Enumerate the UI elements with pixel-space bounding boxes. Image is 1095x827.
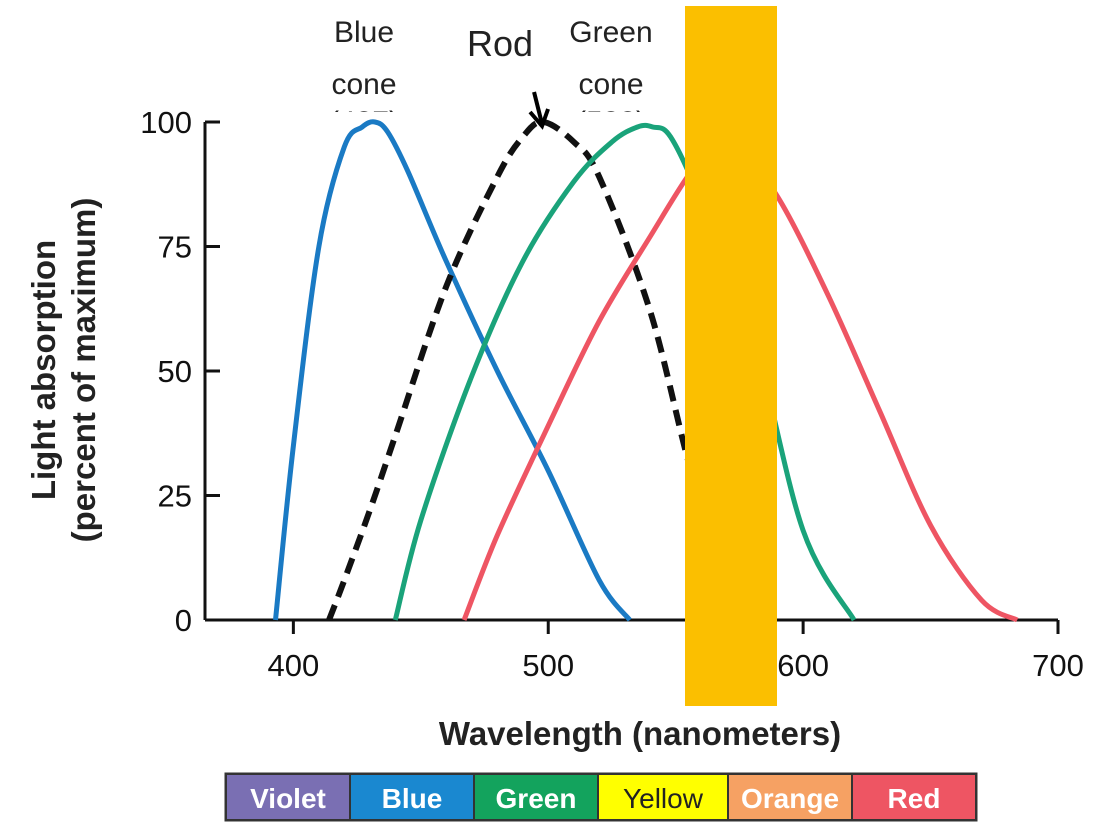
spectrum-swatch-yellow <box>597 773 729 821</box>
spectrum-label-violet: Violet <box>250 783 326 814</box>
spectrum-label-yellow: Yellow <box>623 783 704 814</box>
series-line-blue <box>273 119 632 622</box>
rod-arrow-head <box>528 108 550 130</box>
y-tick-label: 75 <box>158 230 192 265</box>
spectrum-label-green: Green <box>496 783 577 814</box>
x-tick-label: 400 <box>267 648 319 683</box>
series-label-blue: Blue <box>334 16 394 49</box>
spectrum-label-orange: Orange <box>741 783 839 814</box>
x-tick-label: 600 <box>777 648 829 683</box>
series-line-green <box>392 122 857 622</box>
y-tick-label: 100 <box>140 105 192 140</box>
y-tick-label: 0 <box>175 603 192 638</box>
rod-arrow-shaft <box>532 91 544 125</box>
overlay-bar <box>685 6 777 706</box>
spectrum-swatch-red <box>851 773 977 821</box>
spectrum-label-red: Red <box>888 783 941 814</box>
y-tick-label: 50 <box>158 354 192 389</box>
x-axis-title: Wavelength (nanometers) <box>439 715 841 752</box>
x-tick-label: 700 <box>1032 648 1084 683</box>
spectrum-swatch-green <box>473 773 599 821</box>
spectrum-label-blue: Blue <box>382 783 443 814</box>
x-tick-label: 500 <box>522 648 574 683</box>
series-label-rod: Rod <box>467 23 533 64</box>
y-axis-title-line2: (percent of maximum) <box>65 198 102 543</box>
y-axis-title-line1: Light absorption <box>25 240 62 500</box>
y-tick-label: 25 <box>158 479 192 514</box>
series-label-green: Green <box>569 16 652 49</box>
series-line-rod <box>326 118 720 622</box>
series-label-green: cone <box>578 68 643 101</box>
spectrum-swatch-orange <box>727 773 853 821</box>
series-label-blue: cone <box>331 68 396 101</box>
